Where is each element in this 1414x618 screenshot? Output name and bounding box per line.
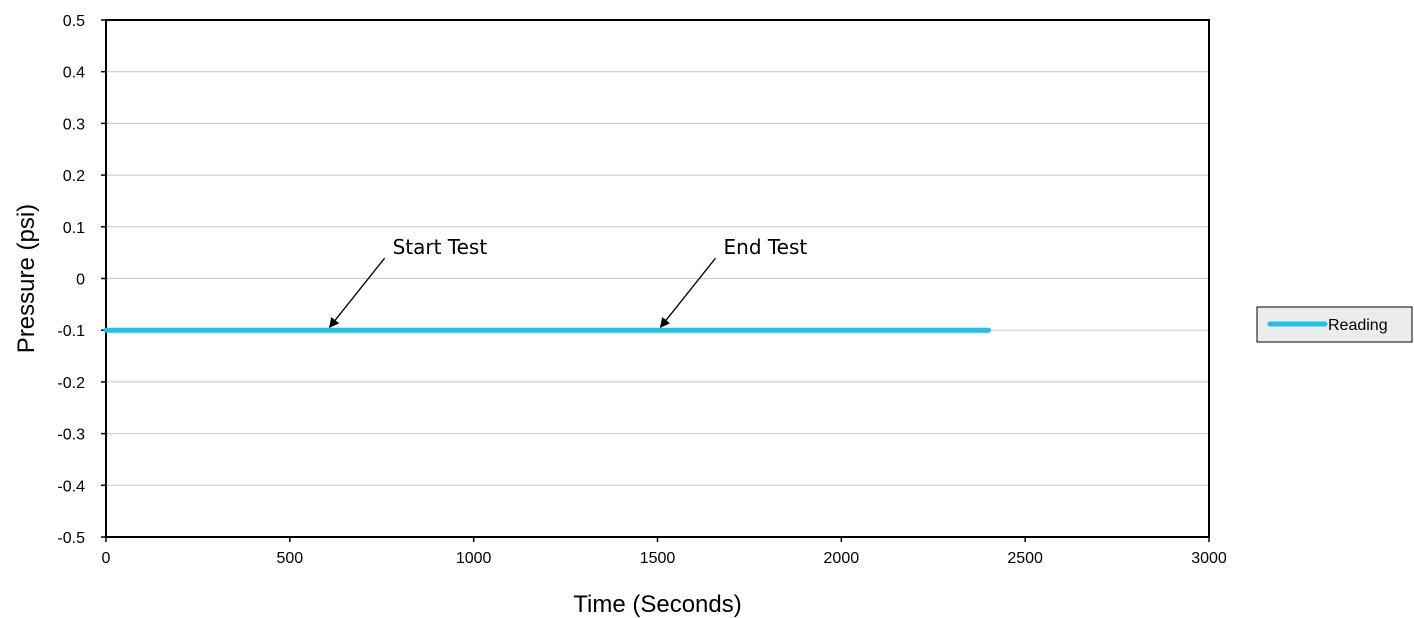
- legend: Reading: [1256, 306, 1413, 343]
- y-tick-label: -0.4: [57, 478, 85, 495]
- y-axis-title: Pressure (psi): [13, 204, 40, 353]
- x-tick-label: 500: [276, 550, 303, 567]
- x-axis-ticks: 0 500 1000 1500 2000 2500 3000: [102, 537, 1227, 567]
- x-tick-label: 1500: [640, 550, 676, 567]
- y-tick-label: -0.1: [57, 323, 85, 340]
- y-tick-label: 0.2: [63, 168, 85, 185]
- x-tick-label: 2000: [824, 550, 860, 567]
- y-axis-ticks: 0.5 0.4 0.3 0.2 0.1 0 -0.1 -0.2 -0.3 -0.4 -0.5: [57, 13, 106, 547]
- y-tick-label: -0.3: [57, 427, 85, 444]
- annotation-label: End Test: [724, 235, 808, 259]
- y-tick-label: 0.5: [63, 13, 85, 30]
- y-tick-label: 0.3: [63, 116, 85, 133]
- annotation-label: Start Test: [393, 235, 488, 259]
- x-tick-label: 3000: [1191, 550, 1227, 567]
- y-tick-label: -0.5: [57, 530, 85, 547]
- annotation-arrow: [328, 257, 386, 328]
- x-tick-label: 1000: [456, 550, 492, 567]
- x-tick-label: 0: [102, 550, 111, 567]
- x-axis-title: Time (Seconds): [573, 591, 742, 618]
- y-tick-label: 0: [76, 272, 85, 289]
- annotation-arrow: [659, 257, 717, 328]
- y-tick-label: 0.1: [63, 220, 85, 237]
- gridlines: [106, 19, 1209, 538]
- legend-label-reading: Reading: [1328, 317, 1388, 334]
- annotations: Start Test End Test: [328, 235, 808, 328]
- x-tick-label: 2500: [1007, 550, 1043, 567]
- y-tick-label: 0.4: [63, 65, 85, 82]
- y-tick-label: -0.2: [57, 375, 85, 392]
